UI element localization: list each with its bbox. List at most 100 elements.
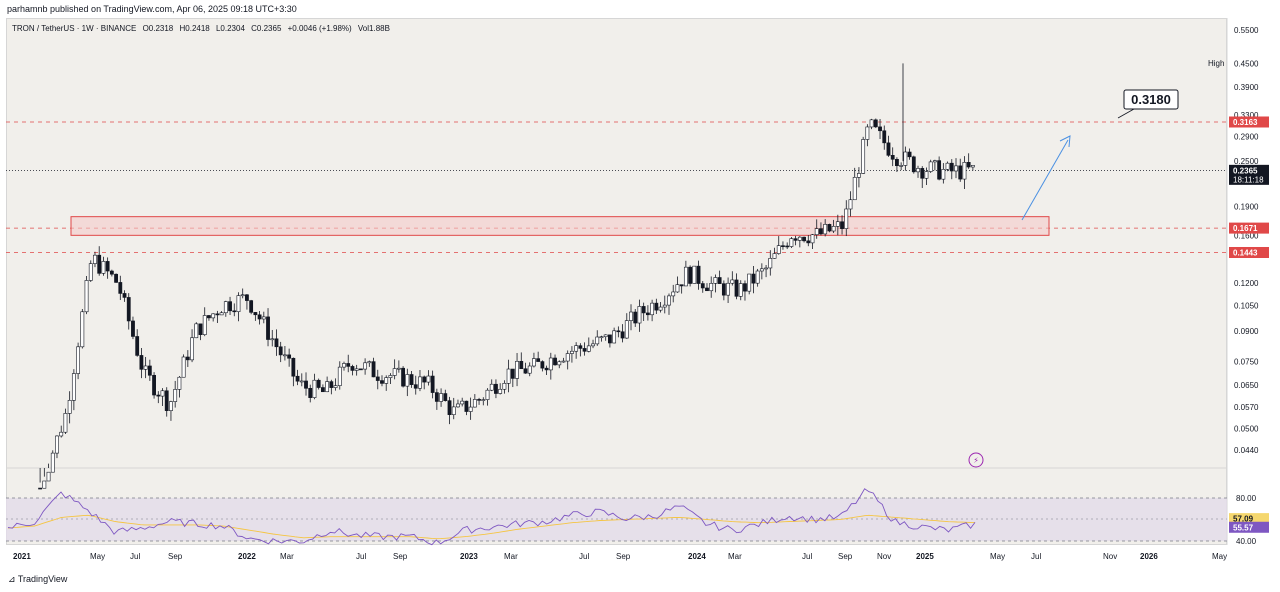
candle-body — [916, 168, 920, 173]
candle-body — [257, 314, 262, 320]
time-tick-label: May — [90, 552, 105, 561]
candle-body — [958, 165, 963, 180]
projection-arrow[interactable] — [1021, 139, 1069, 221]
candle-body — [245, 294, 249, 301]
price-tag[interactable] — [1229, 246, 1269, 258]
candle-body — [59, 431, 64, 437]
candle-body — [789, 238, 794, 247]
time-tick-label: 2021 — [13, 552, 31, 561]
rsi-tick-label: 40.00 — [1236, 537, 1257, 546]
candle-body — [827, 224, 832, 232]
target-callout[interactable] — [1123, 89, 1179, 110]
candle-body — [515, 360, 519, 379]
tradingview-logo[interactable]: ⊿ TradingView — [8, 574, 67, 585]
price-axis-bg[interactable] — [1228, 18, 1280, 545]
candle-body — [143, 365, 148, 370]
arrow-head-icon — [1059, 135, 1071, 148]
candle-body — [456, 403, 460, 408]
candle-body — [751, 273, 756, 284]
time-tick-label: Jul — [579, 552, 589, 561]
candle-body — [396, 367, 401, 370]
brand-label: TradingView — [17, 574, 68, 584]
candle-body — [962, 162, 967, 180]
candle-body — [207, 315, 211, 319]
candle-body — [937, 160, 942, 180]
candle-body — [371, 361, 376, 378]
candle-body — [50, 452, 55, 473]
candle-body — [612, 330, 617, 344]
candle-body — [738, 283, 743, 297]
candle-body — [620, 331, 625, 339]
candle-body — [84, 280, 89, 313]
candle-body — [844, 208, 849, 229]
candle-body — [586, 345, 591, 352]
open-value: O0.2318 — [142, 24, 174, 33]
rsi-tag[interactable] — [1229, 513, 1269, 525]
candle-body — [164, 390, 169, 411]
candle-body — [662, 304, 667, 308]
candle-body — [109, 270, 114, 275]
candle-body — [295, 375, 300, 382]
candle-body — [692, 265, 697, 284]
candle-body — [835, 221, 840, 227]
candle-body — [80, 311, 85, 348]
price-tick-label: 0.1050 — [1234, 301, 1259, 310]
candle-body — [422, 376, 427, 383]
candle-body — [304, 380, 308, 389]
candle-body — [591, 343, 595, 347]
candle-body — [71, 373, 76, 401]
candle-body — [570, 350, 574, 354]
candle-body — [354, 368, 359, 371]
rsi-group — [7, 488, 976, 546]
candle-body — [911, 156, 916, 173]
alert-icon[interactable] — [968, 452, 984, 468]
time-axis-bg[interactable] — [6, 545, 1227, 567]
rsi-tag[interactable] — [1229, 521, 1269, 533]
price-tag[interactable] — [1229, 164, 1269, 185]
candle-body — [679, 284, 684, 287]
candle-body — [608, 334, 612, 344]
chart-pane[interactable] — [6, 18, 1227, 545]
candle-body — [337, 366, 342, 386]
candle-body — [945, 162, 950, 170]
candle-body — [299, 380, 304, 383]
candle-body — [709, 283, 714, 292]
candle-body — [63, 413, 68, 433]
candle-body — [434, 392, 439, 402]
candle-body — [418, 376, 422, 389]
candle-body — [899, 165, 904, 167]
candle-body — [734, 279, 739, 297]
support-zone-rect[interactable] — [70, 216, 1050, 236]
candle-body — [447, 400, 452, 415]
candle-body — [806, 240, 811, 244]
candle-body — [177, 376, 182, 390]
candle-body — [46, 471, 51, 482]
time-tick-label: Jul — [130, 552, 140, 561]
candle-body — [510, 368, 515, 379]
time-tick-label: Jul — [802, 552, 812, 561]
candle-body — [941, 169, 946, 180]
tradingview-logo-icon: ⊿ — [8, 574, 18, 584]
time-tick-label: Nov — [877, 552, 891, 561]
candle-body — [485, 389, 490, 400]
time-tick-label: Jul — [356, 552, 366, 561]
symbol-label[interactable]: TRON / TetherUS · 1W · BINANCE — [12, 24, 137, 33]
candle-body — [903, 151, 908, 166]
candle-body — [346, 363, 351, 367]
candle-body — [675, 284, 680, 293]
price-tag[interactable] — [1229, 222, 1269, 234]
candle-body — [688, 266, 693, 284]
candle-body — [954, 165, 958, 172]
candle-body — [274, 338, 279, 348]
candle-body — [924, 171, 929, 179]
price-tag[interactable] — [1229, 116, 1269, 128]
candle-body — [114, 273, 118, 283]
candle-body — [532, 358, 536, 367]
symbol-legend: TRON / TetherUS · 1W · BINANCE O0.2318 H… — [12, 24, 394, 33]
candle-body — [392, 368, 397, 376]
candles-group — [38, 63, 975, 490]
candle-body — [907, 151, 912, 158]
candle-body — [430, 375, 435, 393]
candle-body — [595, 336, 600, 345]
